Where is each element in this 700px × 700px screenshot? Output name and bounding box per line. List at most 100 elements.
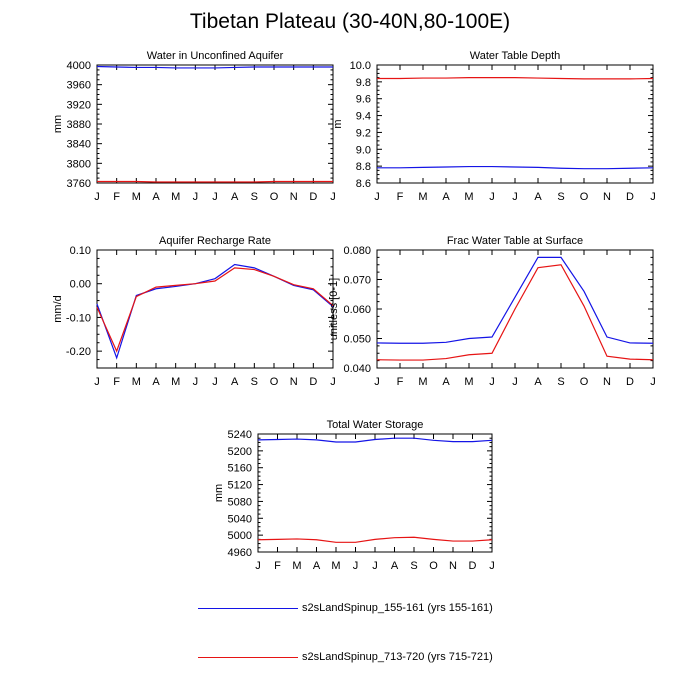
frac-water-table-at-surface-title: Frac Water Table at Surface [447,235,583,247]
total-water-storage-xtick-label: M [331,560,340,572]
legend-swatch-series-2 [198,656,298,658]
water-table-depth-xtick-label: N [603,191,611,203]
water-in-unconfined-aquifer-ytick-label: 3800 [67,158,91,170]
water-table-depth-xtick-label: J [374,191,380,203]
water-in-unconfined-aquifer-xtick-label: F [113,191,120,203]
water-table-depth-xtick-label: S [557,191,564,203]
aquifer-recharge-rate-xtick-label: O [270,376,279,388]
frac-water-table-at-surface-xtick-label: M [418,376,427,388]
water-table-depth-ytick-label: 9.2 [356,127,371,139]
water-table-depth-xtick-label: A [534,191,542,203]
total-water-storage-xtick-label: J [489,560,495,572]
frac-water-table-at-surface-xtick-label: J [489,376,495,388]
aquifer-recharge-rate-ytick-label: -0.20 [66,346,91,358]
water-in-unconfined-aquifer-xtick-label: D [309,191,317,203]
water-table-depth-plot-frame [376,64,654,184]
total-water-storage-xtick-label: J [372,560,378,572]
aquifer-recharge-rate-series-1-line [96,263,334,360]
water-in-unconfined-aquifer-ytick-label: 3840 [67,139,91,151]
water-table-depth-ytick-label: 9.4 [356,111,371,123]
total-water-storage-xtick-label: J [353,560,359,572]
aquifer-recharge-rate-xtick-label: A [231,376,239,388]
aquifer-recharge-rate-ytick-label: 0.00 [70,279,91,291]
frac-water-table-at-surface-xtick-label: S [557,376,564,388]
water-table-depth-xtick-label: J [512,191,518,203]
aquifer-recharge-rate-xtick-label: J [212,376,218,388]
water-in-unconfined-aquifer-ytick-label: 3760 [67,178,91,190]
water-in-unconfined-aquifer-ytick-label: 3880 [67,119,91,131]
frac-water-table-at-surface-ytick-label: 0.040 [343,363,371,375]
aquifer-recharge-rate-xtick-label: J [330,376,336,388]
aquifer-recharge-rate-xtick-label: M [132,376,141,388]
water-in-unconfined-aquifer-title: Water in Unconfined Aquifer [147,50,284,62]
frac-water-table-at-surface-ytick-label: 0.080 [343,245,371,257]
water-in-unconfined-aquifer-xtick-label: O [270,191,279,203]
total-water-storage-ytick-label: 5000 [228,530,252,542]
total-water-storage-xtick-label: S [410,560,417,572]
water-table-depth-ytick-label: 9.0 [356,144,371,156]
aquifer-recharge-rate-series-2-line [96,267,334,353]
water-table-depth-ytick-label: 8.8 [356,161,371,173]
aquifer-recharge-rate-xtick-label: J [94,376,100,388]
total-water-storage-xtick-label: M [292,560,301,572]
water-in-unconfined-aquifer-ytick-label: 3920 [67,99,91,111]
water-table-depth-ytick-label: 9.6 [356,94,371,106]
total-water-storage-xtick-label: D [469,560,477,572]
legend-label-series-2: s2sLandSpinup_713-720 (yrs 715-721) [302,651,493,663]
water-table-depth-series-1-line [377,165,654,170]
water-table-depth-xtick-label: J [650,191,656,203]
water-table-depth-series-2-line [377,77,654,80]
water-table-depth-ylabel: m [332,119,344,128]
total-water-storage-ytick-label: 4960 [228,547,252,559]
water-in-unconfined-aquifer-plot-frame [96,64,334,184]
aquifer-recharge-rate-xtick-label: M [171,376,180,388]
water-in-unconfined-aquifer-ylabel: mm [52,115,64,133]
frac-water-table-at-surface-xtick-label: A [534,376,542,388]
total-water-storage-series-2-line [257,536,493,543]
total-water-storage-ytick-label: 5040 [228,513,252,525]
water-table-depth-xtick-label: A [442,191,450,203]
frac-water-table-at-surface-ytick-label: 0.060 [343,304,371,316]
water-in-unconfined-aquifer-xtick-label: A [231,191,239,203]
water-table-depth-title: Water Table Depth [470,50,561,62]
water-table-depth-xtick-label: D [626,191,634,203]
frac-water-table-at-surface-series-2-line [376,264,654,361]
frac-water-table-at-surface-xtick-label: J [650,376,656,388]
water-table-depth-ytick-label: 10.0 [350,60,371,72]
total-water-storage-xtick-label: A [391,560,399,572]
water-in-unconfined-aquifer-xtick-label: J [212,191,218,203]
water-in-unconfined-aquifer-xtick-label: N [290,191,298,203]
water-in-unconfined-aquifer-xtick-label: J [330,191,336,203]
water-in-unconfined-aquifer-xtick-label: J [193,191,199,203]
total-water-storage-ytick-label: 5200 [228,446,252,458]
frac-water-table-at-surface-xtick-label: O [580,376,589,388]
water-table-depth-xtick-label: M [464,191,473,203]
total-water-storage-ytick-label: 5240 [228,429,252,441]
aquifer-recharge-rate-title: Aquifer Recharge Rate [159,235,271,247]
frac-water-table-at-surface-series-1-line [376,256,654,344]
frac-water-table-at-surface-xtick-label: N [603,376,611,388]
aquifer-recharge-rate-plot-frame [96,249,334,369]
total-water-storage-xtick-label: A [313,560,321,572]
aquifer-recharge-rate-ytick-label: -0.10 [66,312,91,324]
frac-water-table-at-surface-xtick-label: J [512,376,518,388]
frac-water-table-at-surface-xtick-label: J [374,376,380,388]
water-table-depth-xtick-label: O [580,191,589,203]
water-in-unconfined-aquifer-xtick-label: M [171,191,180,203]
water-in-unconfined-aquifer-ytick-label: 4000 [67,60,91,72]
aquifer-recharge-rate-ytick-label: 0.10 [70,245,91,257]
frac-water-table-at-surface-xtick-label: D [626,376,634,388]
total-water-storage-plot-frame [257,433,493,553]
water-in-unconfined-aquifer-xtick-label: S [251,191,258,203]
total-water-storage-series-1-line [257,437,493,443]
total-water-storage-xtick-label: F [274,560,281,572]
water-table-depth-xtick-label: M [418,191,427,203]
frac-water-table-at-surface-ylabel: unitless [0-1] [328,278,340,340]
aquifer-recharge-rate-xtick-label: S [251,376,258,388]
total-water-storage-xtick-label: J [255,560,261,572]
aquifer-recharge-rate-xtick-label: D [309,376,317,388]
legend-swatch-series-1 [198,607,298,609]
frac-water-table-at-surface-ytick-label: 0.050 [343,334,371,346]
